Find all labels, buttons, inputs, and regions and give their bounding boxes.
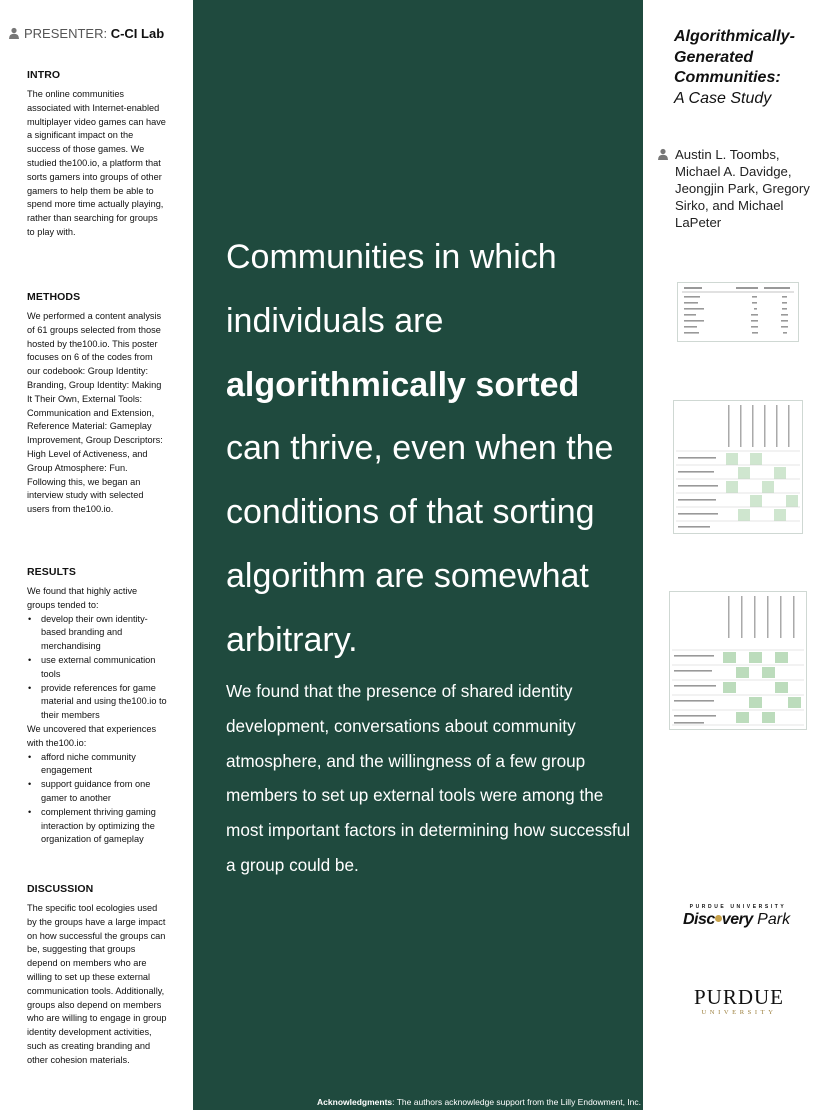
results-intro-2: We uncovered that experiences with the10… [27,723,157,748]
results-intro-1: We found that highly active groups tende… [27,586,138,610]
person-icon [9,27,19,39]
purdue-logo-small: UNIVERSITY [701,1009,777,1016]
list-item: support guidance from one gamer to anoth… [28,778,167,806]
discovery-park-logo-text: Disc very Park [683,911,793,929]
intro-heading: INTRO [27,69,61,81]
results-list-2: afford niche community engagement suppor… [27,751,167,848]
list-item: provide references for game material and… [28,682,167,723]
ack-label: Acknowledgments [317,1097,393,1107]
list-item: afford niche community engagement [28,751,167,779]
results-section: RESULTS We found that highly active grou… [27,566,167,847]
methods-body: We performed a content analysis of 61 gr… [27,311,163,515]
methods-heading: METHODS [27,291,81,303]
discovery-park-logo: PURDUE UNIVERSITY Disc very Park [683,904,793,929]
acknowledgments: Acknowledgments: The authors acknowledge… [193,1097,641,1107]
headline: Communities in which individuals are alg… [226,226,631,673]
discussion-heading: DISCUSSION [27,883,94,895]
discovery-park-logo-small: PURDUE UNIVERSITY [689,904,787,910]
table-thumbnail-3 [669,591,807,730]
poster-title: Algorithmically-Generated Communities: A… [674,27,822,109]
ack-text: : The authors acknowledge support from t… [392,1097,641,1107]
table-thumbnail-2 [673,400,803,534]
authors-list: Austin L. Toombs, Michael A. Davidge, Je… [675,147,810,230]
table-thumbnail-1 [677,282,799,342]
purdue-logo-text: PURDUE [693,985,784,1009]
methods-section: METHODS We performed a content analysis … [27,291,167,517]
discovery-light: Park [752,911,791,928]
right-column: Algorithmically-Generated Communities: A… [643,0,826,1110]
list-item: develop their own identity-based brandin… [28,613,167,654]
list-item: use external communication tools [28,654,167,682]
presenter-label: PRESENTER: [24,26,108,41]
intro-section: INTRO The online communities associated … [27,69,167,240]
title-sub: A Case Study [674,89,772,107]
finding-text: We found that the presence of shared ide… [226,681,631,875]
list-item: complement thriving gaming interaction b… [28,806,167,847]
discussion-section: DISCUSSION The specific tool ecologies u… [27,883,167,1068]
intro-body: The online communities associated with I… [27,89,166,237]
authors-block: Austin L. Toombs, Michael A. Davidge, Je… [657,146,822,231]
center-panel: Communities in which individuals are alg… [193,0,643,1110]
presenter-name: C-CI Lab [110,26,165,41]
discussion-body: The specific tool ecologies used by the … [27,903,167,1065]
presenter-line: PRESENTER: C-CI Lab [8,26,164,41]
discovery-bold-pre: Disc [683,911,715,928]
headline-part-1: Communities in which individuals are [226,238,557,340]
purdue-logo: PURDUE UNIVERSITY [689,985,789,1016]
discovery-dot-icon [714,915,722,922]
discovery-bold-post: very [721,911,753,928]
results-heading: RESULTS [27,566,76,578]
headline-part-2: can thrive, even when the conditions of … [226,429,614,659]
left-column: PRESENTER: C-CI Lab INTRO The online com… [0,0,193,1110]
results-list-1: develop their own identity-based brandin… [27,613,167,723]
person-icon [658,148,668,160]
title-main: Algorithmically-Generated Communities: [674,28,795,86]
headline-bold: algorithmically sorted [226,365,580,404]
